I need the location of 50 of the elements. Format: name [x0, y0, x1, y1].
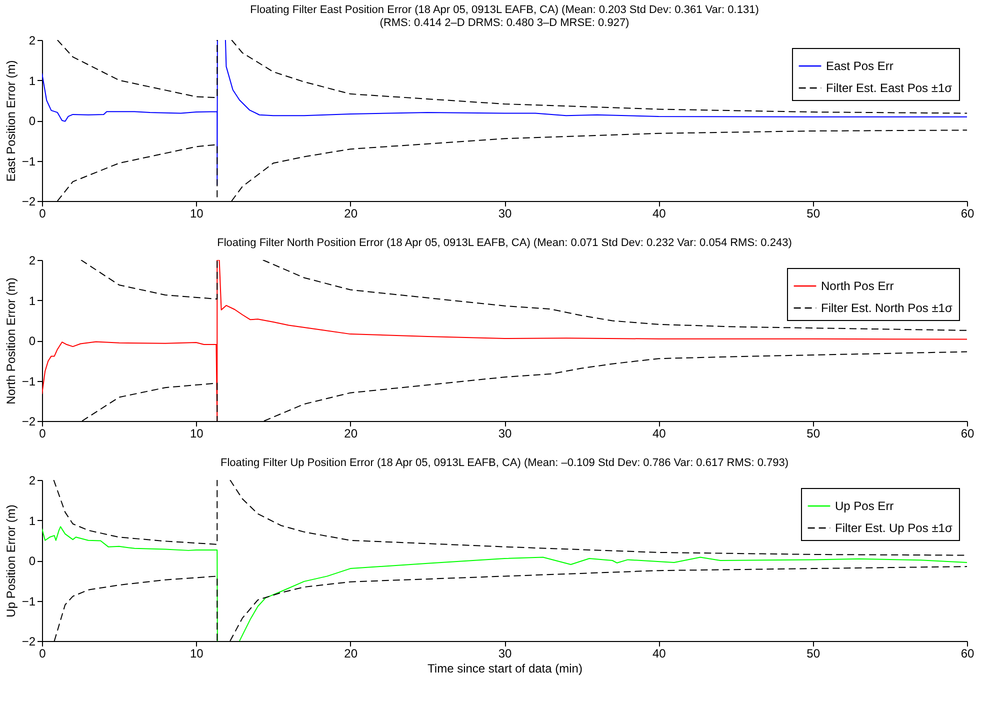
x-tick-label: 20: [344, 206, 358, 220]
legend-label: Up Pos Err: [835, 499, 894, 513]
x-tick-label: 10: [190, 646, 204, 660]
x-tick-label: 40: [652, 426, 666, 440]
x-tick-label: 0: [39, 426, 46, 440]
x-tick-label: 20: [344, 426, 358, 440]
x-tick-label: 20: [344, 646, 358, 660]
y-axis-title: North Position Error (m): [4, 278, 18, 404]
y-axis-title: East Position Error (m): [4, 60, 18, 182]
x-tick-label: 10: [190, 206, 204, 220]
chart-title: Floating Filter Up Position Error (18 Apr 05, 0913L EAFB, CA) (Mean: –0.109 Std Dev: 0.786 Var: 0.617 RMS: 0.793): [220, 457, 789, 469]
legend-label: North Pos Err: [821, 279, 894, 293]
y-tick-label: 1: [28, 514, 36, 528]
x-tick-label: 50: [806, 426, 820, 440]
x-tick-label: 60: [960, 206, 974, 220]
y-tick-label: −2: [22, 634, 36, 648]
y-tick-label: 0: [28, 334, 36, 348]
x-tick-label: 40: [652, 206, 666, 220]
chart-subtitle: (RMS: 0.414 2–D DRMS: 0.480 3–D MRSE: 0.927): [380, 17, 630, 29]
y-tick-label: 1: [28, 74, 36, 88]
legend-label: East Pos Err: [826, 59, 894, 73]
y-tick-label: 2: [28, 254, 36, 268]
y-tick-label: 2: [28, 34, 36, 48]
legend-label: Filter Est. East Pos ±1σ: [826, 81, 953, 95]
x-tick-label: 40: [652, 646, 666, 660]
y-axis-title: Up Position Error (m): [4, 504, 18, 618]
x-tick-label: 10: [190, 426, 204, 440]
y-tick-label: 1: [28, 294, 36, 308]
y-tick-label: 0: [28, 114, 36, 128]
y-tick-label: −1: [22, 594, 36, 608]
y-tick-label: −1: [22, 374, 36, 388]
y-tick-label: 0: [28, 554, 36, 568]
x-axis-title: Time since start of data (min): [428, 662, 582, 676]
y-tick-label: −2: [22, 414, 36, 428]
x-tick-label: 60: [960, 426, 974, 440]
legend-label: Filter Est. Up Pos ±1σ: [835, 521, 953, 535]
y-tick-label: −1: [22, 154, 36, 168]
x-tick-label: 0: [39, 206, 46, 220]
x-tick-label: 50: [806, 206, 820, 220]
chart-title: Floating Filter North Position Error (18 Apr 05, 0913L EAFB, CA) (Mean: 0.071 Std Dev: 0.232 Var: 0.054 RMS: 0.243): [217, 237, 792, 249]
y-tick-label: 2: [28, 474, 36, 488]
chart-title: Floating Filter East Position Error (18 Apr 05, 0913L EAFB, CA) (Mean: 0.203 Std Dev: 0.361 Var: 0.131): [250, 4, 759, 16]
legend-label: Filter Est. North Pos ±1σ: [821, 301, 953, 315]
x-tick-label: 30: [498, 646, 512, 660]
x-tick-label: 30: [498, 206, 512, 220]
x-tick-label: 60: [960, 646, 974, 660]
y-tick-label: −2: [22, 194, 36, 208]
x-tick-label: 0: [39, 646, 46, 660]
x-tick-label: 50: [806, 646, 820, 660]
x-tick-label: 30: [498, 426, 512, 440]
